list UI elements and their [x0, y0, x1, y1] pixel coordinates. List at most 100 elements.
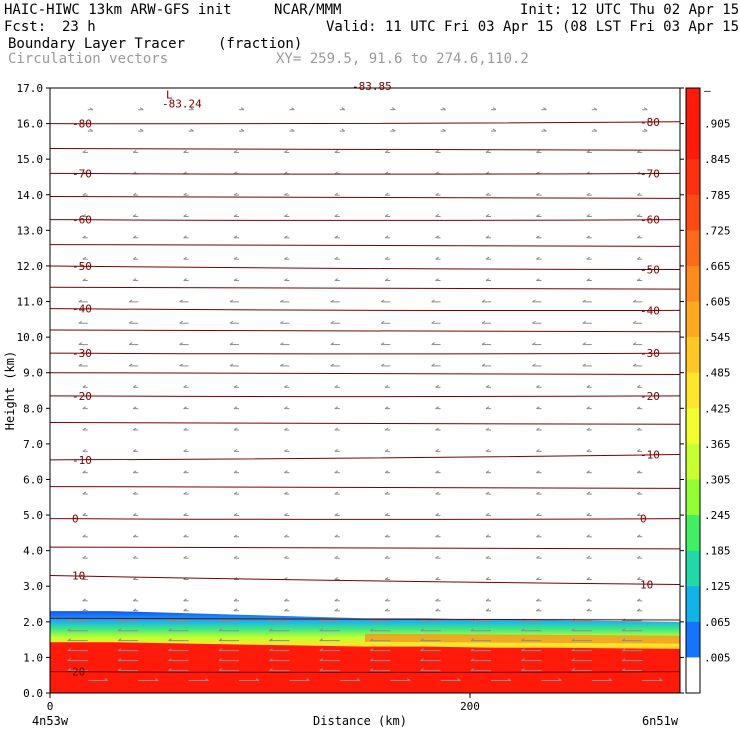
- vector-arrowhead: [586, 555, 591, 559]
- vector-arrowhead: [485, 149, 490, 153]
- vector-arrowhead: [632, 320, 637, 324]
- vector-arrowhead: [233, 278, 238, 281]
- vector-arrowhead: [132, 278, 137, 281]
- y-tick-label: 8.0: [23, 402, 43, 415]
- contour-line-minor: [49, 244, 681, 247]
- vector-arrowhead: [284, 214, 288, 217]
- vector-arrowhead: [78, 342, 83, 346]
- vector-arrowhead: [117, 638, 122, 642]
- colorbar-label: .005: [704, 651, 731, 664]
- vector-arrowhead: [67, 668, 72, 671]
- vector-arrowhead: [168, 628, 172, 632]
- vector-arrowhead: [632, 342, 637, 346]
- vector-arrowhead: [431, 320, 435, 324]
- vector-arrowhead: [132, 512, 137, 516]
- vector-arrowhead: [470, 648, 475, 652]
- vector-arrowhead: [117, 658, 122, 662]
- vector-arrowhead: [380, 363, 385, 367]
- contour-label-right: -50: [640, 264, 660, 277]
- vector-arrowhead: [384, 256, 389, 260]
- vector-arrowhead: [481, 342, 486, 346]
- contour-label-left: -70: [72, 167, 92, 180]
- vector-arrowhead: [532, 363, 536, 367]
- colorbar-swatch: [686, 408, 700, 445]
- vector-arrowhead: [636, 149, 641, 153]
- vector-arrowhead: [536, 171, 540, 175]
- vector-arrowhead: [435, 534, 439, 538]
- contour-line-minor: [49, 617, 681, 621]
- vector-arrowhead: [82, 214, 87, 217]
- vector-arrowhead: [284, 470, 288, 474]
- vector-arrowhead: [183, 192, 187, 196]
- vector-arrowhead: [233, 406, 238, 410]
- vector-arrowhead: [334, 491, 339, 495]
- vector-arrowhead: [369, 668, 374, 671]
- vector-arrowhead: [391, 107, 396, 111]
- vector-arrowhead: [284, 608, 288, 612]
- vector-arrowhead: [334, 149, 339, 153]
- vector-arrowhead: [636, 427, 641, 431]
- vector-arrowhead: [341, 128, 346, 132]
- contour-line-minor: [49, 148, 681, 151]
- vector-arrowhead: [485, 555, 490, 559]
- vector-arrowhead: [481, 320, 486, 324]
- vector-arrowhead: [391, 128, 396, 132]
- vector-arrowhead: [334, 256, 339, 260]
- xy-coordinates: XY= 259.5, 91.6 to 274.6,110.2: [276, 51, 529, 67]
- vector-arrowhead: [532, 342, 536, 346]
- vector-arrowhead: [384, 427, 389, 431]
- vector-arrowhead: [470, 628, 475, 632]
- vector-arrowhead: [586, 491, 591, 495]
- y-tick-label: 3.0: [23, 580, 43, 593]
- vector-arrowhead: [183, 149, 187, 153]
- vector-arrowhead: [369, 648, 374, 652]
- vector-arrowhead: [431, 299, 435, 303]
- vector-arrowhead: [89, 107, 94, 111]
- vector-arrowhead: [536, 406, 540, 410]
- vector-arrowhead: [233, 235, 238, 239]
- vector-arrowhead: [341, 107, 346, 111]
- vector-arrowhead: [132, 555, 137, 559]
- vector-arrowhead: [536, 491, 540, 495]
- vector-arrowhead: [229, 363, 234, 367]
- colorbar-swatch: [686, 657, 700, 694]
- vector-arrowhead: [240, 128, 245, 132]
- vector-arrowhead: [67, 648, 72, 652]
- contour-label-left: 20: [72, 666, 85, 679]
- tracer-band: [364, 633, 681, 644]
- vector-arrowhead: [536, 512, 540, 516]
- vector-arrowhead: [369, 638, 374, 642]
- vector-arrowhead: [521, 658, 525, 662]
- contour-label-right: 0: [640, 513, 647, 526]
- contour-line-minor: [49, 422, 681, 425]
- contour-label-left: -40: [72, 303, 92, 316]
- vector-arrowhead: [205, 678, 209, 681]
- vector-arrowhead: [334, 577, 339, 580]
- vector-arrowhead: [128, 320, 133, 324]
- vector-arrowhead: [233, 448, 238, 452]
- contour-label-left: -30: [72, 347, 92, 360]
- colorbar-swatch: [686, 443, 700, 480]
- colorbar-swatch: [686, 337, 700, 374]
- vector-arrowhead: [586, 214, 591, 217]
- vector-arrowhead: [280, 342, 284, 346]
- vector-arrowhead: [521, 638, 525, 642]
- vector-arrowhead: [485, 491, 490, 495]
- forecast-label: Fcst:: [4, 19, 47, 35]
- vector-arrowhead: [586, 235, 591, 239]
- contour-label-right: -70: [640, 167, 660, 180]
- x-tick-label: 0: [47, 700, 54, 713]
- vector-arrowhead: [485, 256, 490, 260]
- contour-label-left: 10: [72, 570, 85, 583]
- organization-label: NCAR/MMM: [274, 2, 342, 18]
- vector-arrowhead: [284, 235, 288, 239]
- vector-arrowhead: [384, 171, 389, 175]
- vector-arrowhead: [636, 192, 641, 196]
- contour-line: [49, 352, 681, 355]
- vector-arrowhead: [420, 668, 424, 671]
- colorbar-label: .785: [704, 189, 731, 202]
- vector-arrowhead: [179, 299, 183, 303]
- vector-arrowhead: [586, 427, 591, 431]
- vector-arrowhead: [82, 406, 87, 410]
- vector-arrowhead: [586, 534, 591, 538]
